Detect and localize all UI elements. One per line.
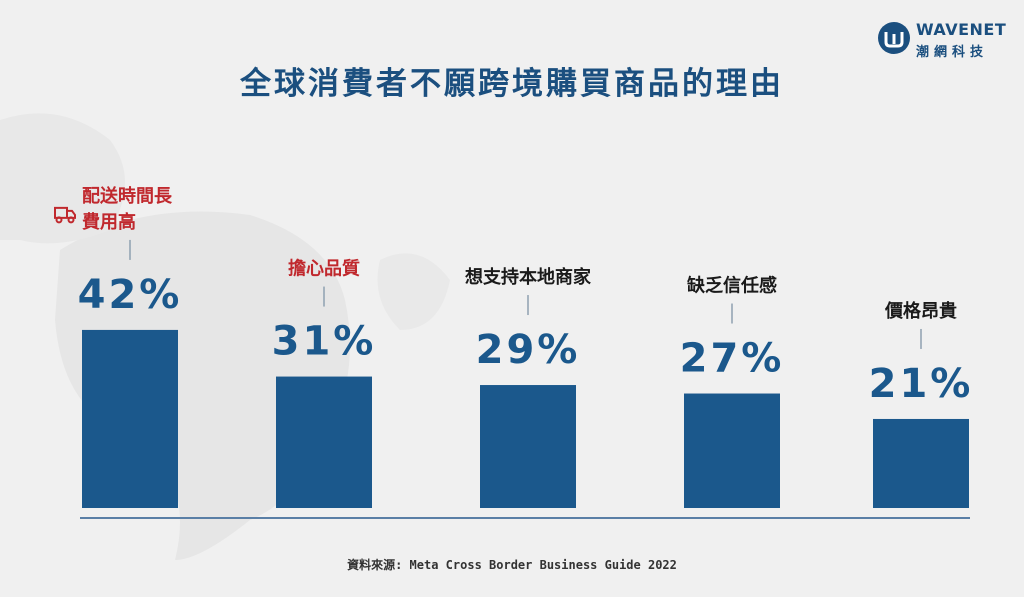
category-label-5: 價格昂貴	[884, 300, 957, 322]
value-label-3: 29%	[476, 327, 581, 373]
category-label-2: 擔心品質	[288, 258, 360, 280]
wave-logo-icon	[878, 22, 910, 54]
source-note: 資料來源: Meta Cross Border Business Guide 2…	[347, 558, 677, 572]
bar-5	[873, 418, 969, 508]
bar-4	[684, 393, 780, 508]
value-label-2: 31%	[272, 319, 377, 365]
logo-subtitle: 潮網科技	[916, 45, 989, 60]
category-label-3: 想支持本地商家	[465, 266, 592, 288]
wavenet-logo: WAVENET 潮網科技	[878, 20, 1008, 62]
value-label-5: 21%	[869, 361, 974, 407]
value-label-1: 42%	[78, 272, 183, 318]
bar-2	[276, 376, 372, 508]
logo-name: WAVENET	[916, 20, 1007, 39]
delivery-truck-icon	[54, 206, 76, 224]
category-label-4: 缺乏信任感	[686, 275, 777, 297]
bar-1	[82, 329, 178, 508]
value-label-4: 27%	[680, 336, 785, 382]
page-title: 全球消費者不願跨境購買商品的理由	[240, 66, 784, 102]
category-label-1: 配送時間長費用高	[82, 185, 173, 233]
bar-3	[480, 385, 576, 508]
